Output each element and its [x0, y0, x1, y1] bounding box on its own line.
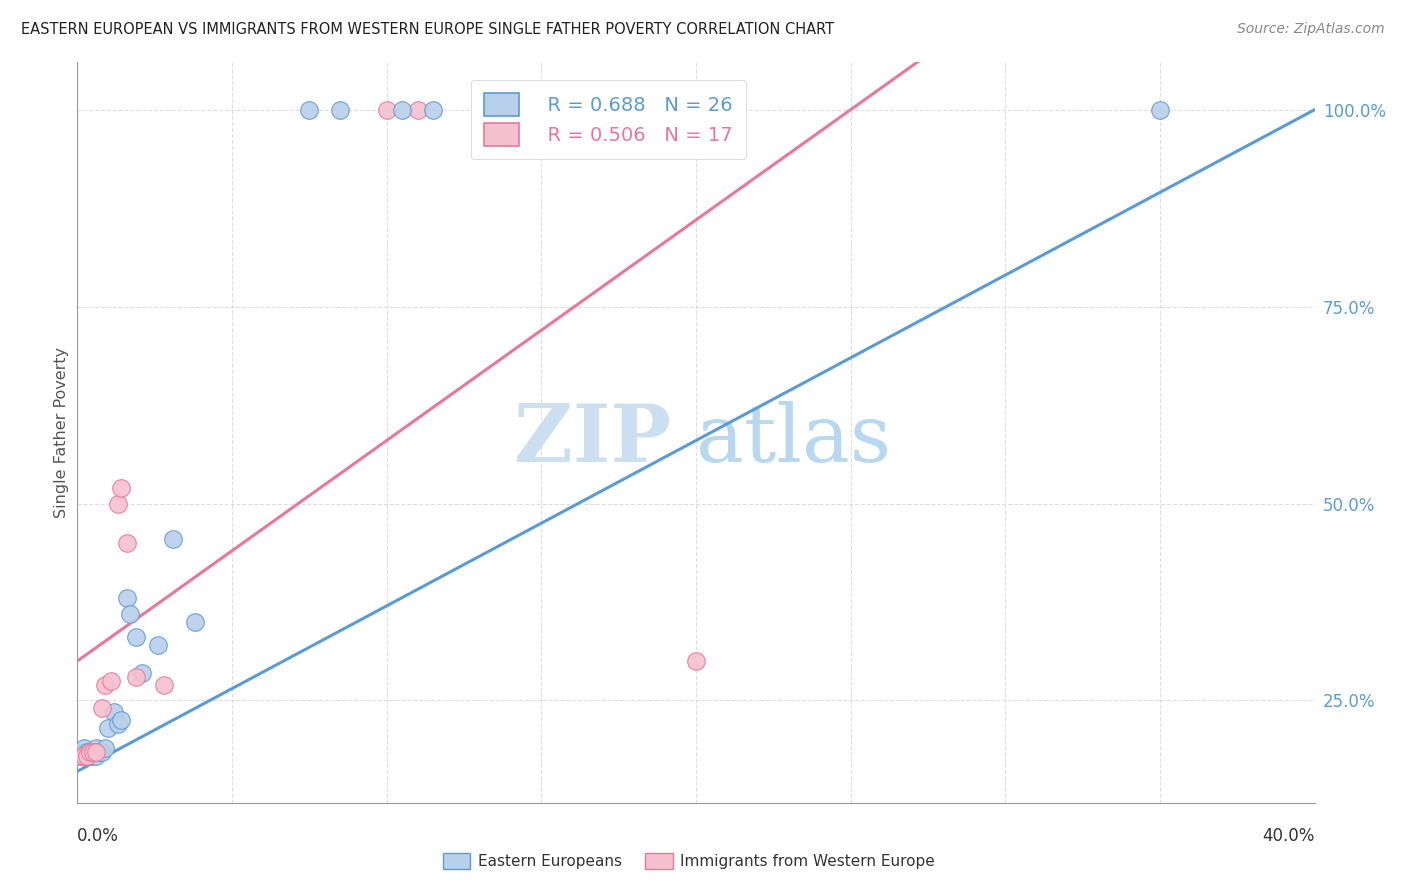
Point: [375, 103, 398, 117]
Point: [561, 103, 583, 117]
Legend:   R = 0.688   N = 26,   R = 0.506   N = 17: R = 0.688 N = 26, R = 0.506 N = 17: [471, 79, 747, 160]
Text: Source: ZipAtlas.com: Source: ZipAtlas.com: [1237, 22, 1385, 37]
Point: [82, 745, 104, 759]
Point: [131, 665, 153, 680]
Legend: Eastern Europeans, Immigrants from Western Europe: Eastern Europeans, Immigrants from Weste…: [437, 847, 941, 875]
Text: 40.0%: 40.0%: [1263, 827, 1315, 845]
Point: [391, 103, 413, 117]
Point: [654, 103, 676, 117]
Point: [79, 748, 101, 763]
Point: [82, 748, 104, 763]
Point: [76, 745, 98, 759]
Point: [103, 705, 125, 719]
Point: [162, 532, 184, 546]
Point: [607, 103, 630, 117]
Point: [115, 591, 138, 605]
Point: [84, 740, 107, 755]
Point: [94, 740, 117, 755]
Point: [72, 745, 94, 759]
Point: [87, 745, 110, 759]
Point: [97, 721, 120, 735]
Point: [422, 103, 444, 117]
Point: [72, 748, 94, 763]
Point: [79, 745, 101, 759]
Text: 0.0%: 0.0%: [77, 827, 120, 845]
Point: [91, 701, 114, 715]
Point: [153, 678, 176, 692]
Point: [107, 717, 129, 731]
Point: [406, 103, 429, 117]
Point: [329, 103, 352, 117]
Point: [515, 103, 537, 117]
Point: [79, 745, 101, 759]
Point: [84, 745, 107, 759]
Point: [76, 748, 98, 763]
Point: [82, 745, 104, 759]
Point: [107, 496, 129, 510]
Point: [110, 481, 132, 495]
Text: atlas: atlas: [696, 401, 891, 479]
Point: [125, 670, 148, 684]
Point: [700, 103, 723, 117]
Point: [298, 103, 321, 117]
Text: ZIP: ZIP: [515, 401, 671, 479]
Point: [115, 536, 138, 550]
Point: [76, 748, 98, 763]
Point: [184, 615, 207, 629]
Point: [685, 654, 707, 668]
Point: [84, 748, 107, 763]
Point: [146, 638, 169, 652]
Point: [110, 713, 132, 727]
Point: [72, 740, 94, 755]
Point: [94, 678, 117, 692]
Point: [69, 748, 91, 763]
Text: EASTERN EUROPEAN VS IMMIGRANTS FROM WESTERN EUROPE SINGLE FATHER POVERTY CORRELA: EASTERN EUROPEAN VS IMMIGRANTS FROM WEST…: [21, 22, 834, 37]
Point: [125, 631, 148, 645]
Point: [1149, 103, 1171, 117]
Point: [484, 103, 506, 117]
Point: [91, 745, 114, 759]
Point: [100, 673, 122, 688]
Y-axis label: Single Father Poverty: Single Father Poverty: [53, 347, 69, 518]
Point: [118, 607, 141, 621]
Point: [69, 748, 91, 763]
